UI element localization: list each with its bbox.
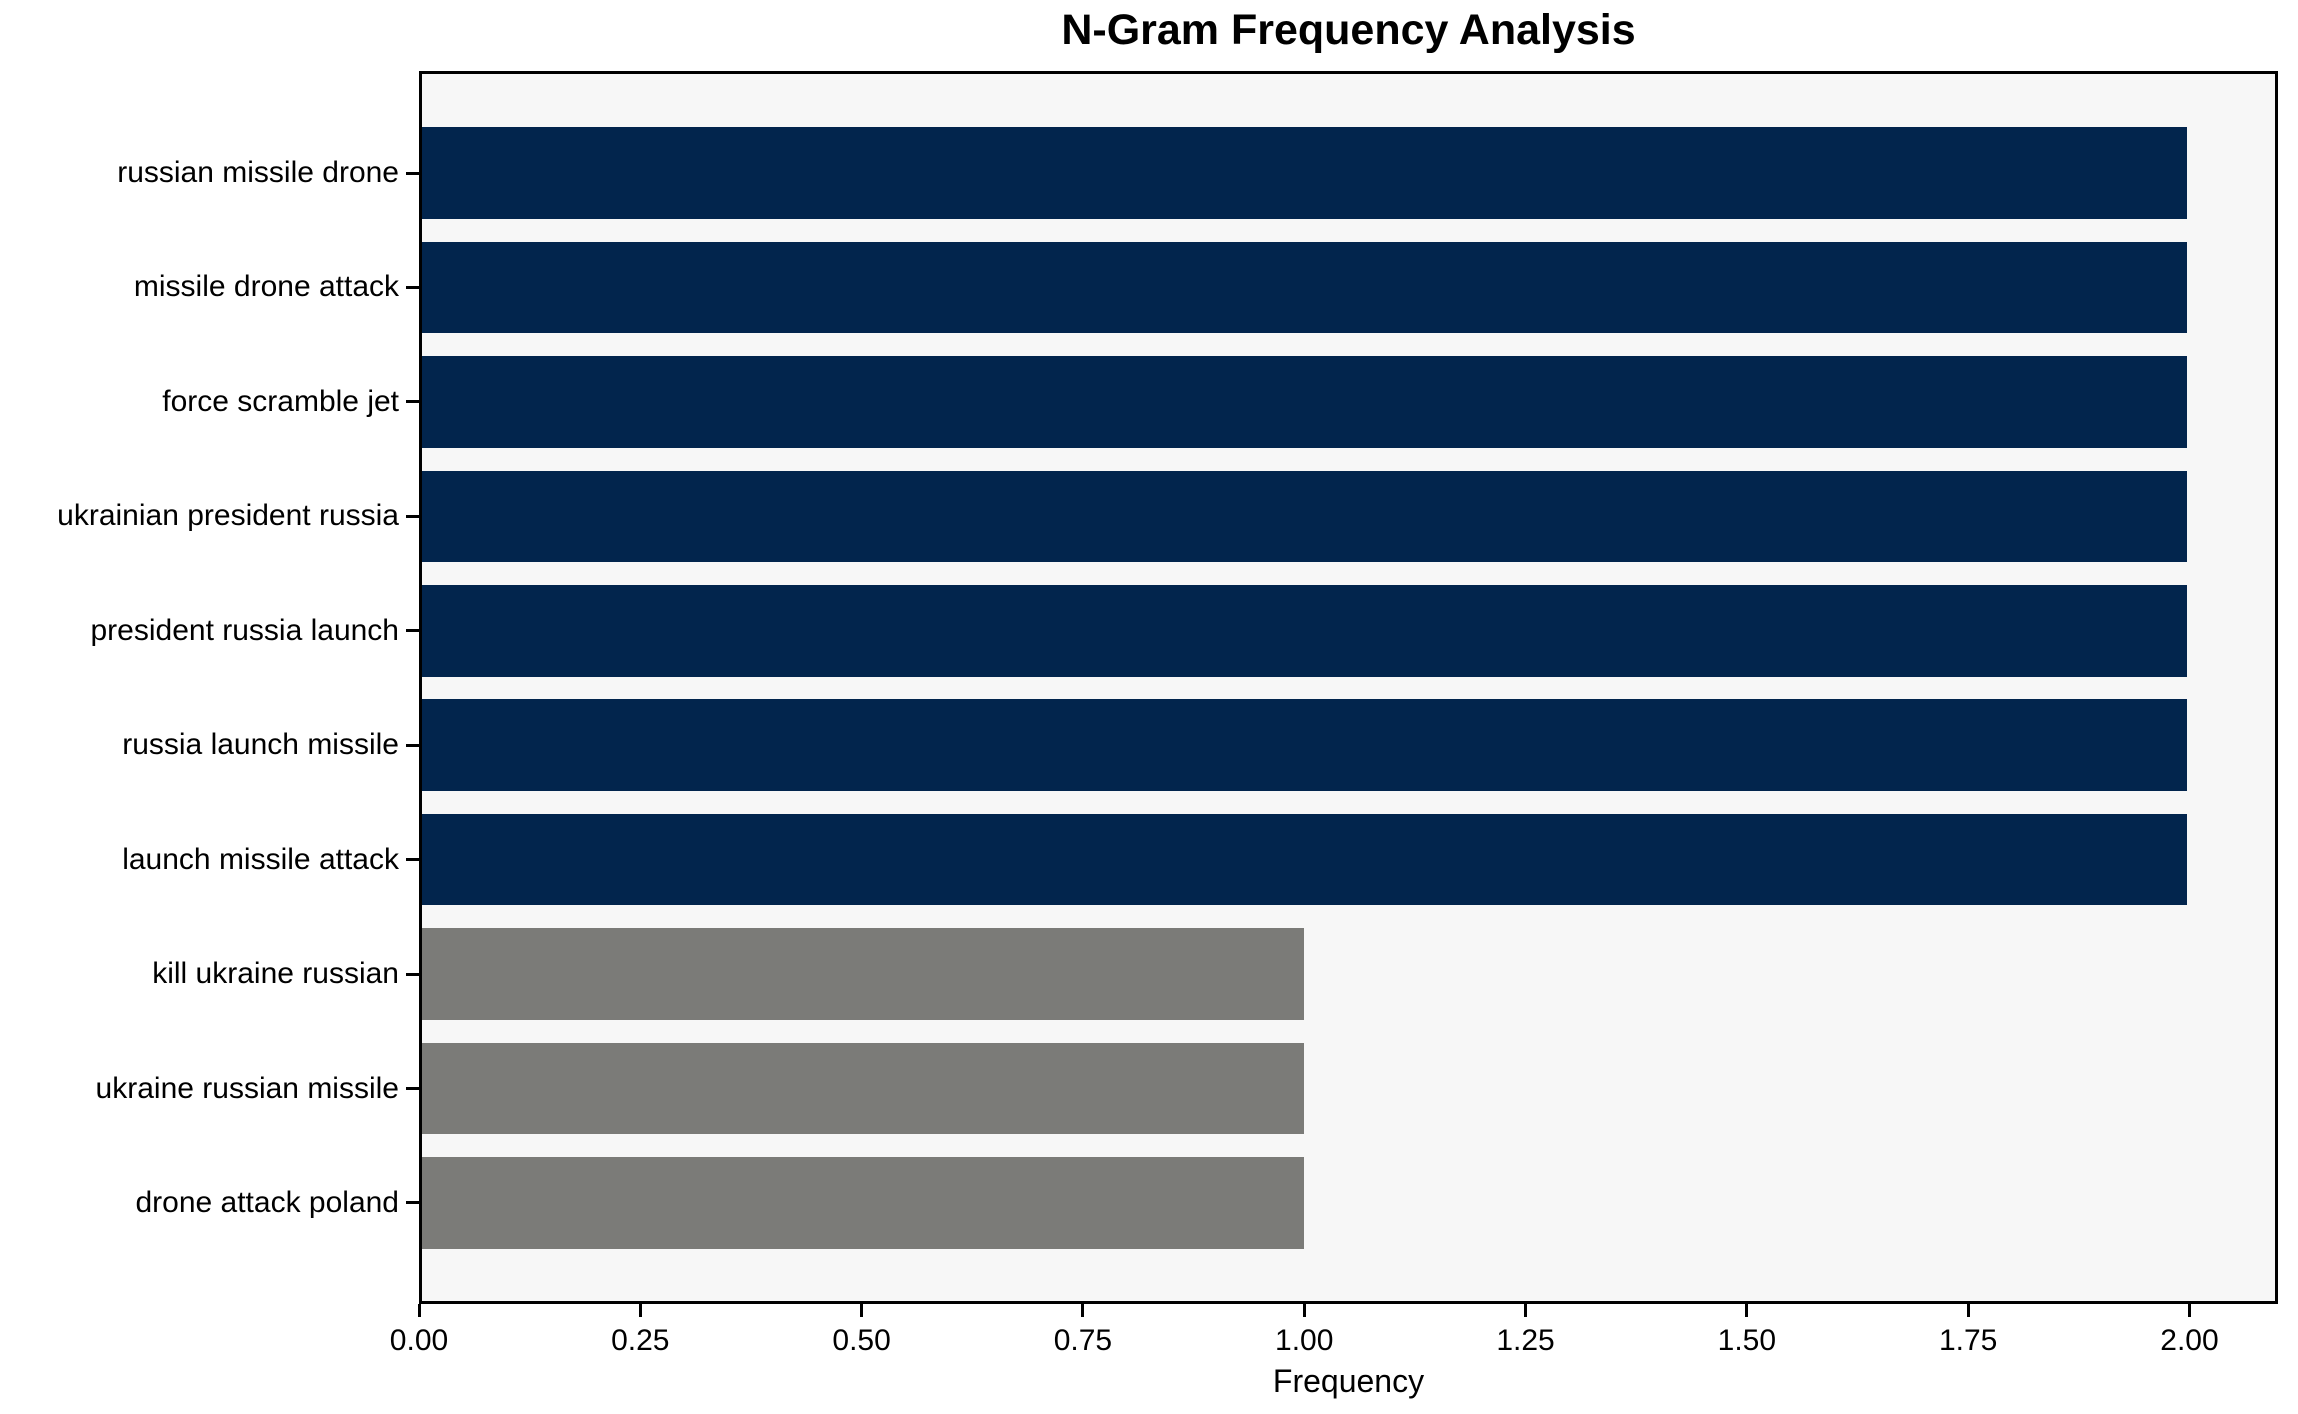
y-tick-mark	[406, 514, 419, 518]
x-tick-mark	[638, 1304, 642, 1317]
y-tick-mark	[406, 400, 419, 404]
y-tick-label: missile drone attack	[133, 270, 399, 304]
x-tick-label: 0.00	[389, 1324, 449, 1357]
y-tick-label: russian missile drone	[117, 156, 399, 189]
x-tick-mark	[1745, 1304, 1749, 1317]
bar-president-russia-launch	[422, 585, 2187, 677]
bar-kill-ukraine-russian	[422, 928, 1305, 1020]
y-tick-label: force scramble jet	[162, 384, 399, 418]
bar-launch-missile-attack	[422, 813, 2187, 906]
x-tick-label: 1.75	[1938, 1324, 1998, 1357]
bar-russian-missile-drone	[422, 127, 2187, 219]
x-tick-label: 0.75	[1053, 1324, 1113, 1357]
bar-force-scramble-jet	[422, 356, 2187, 448]
x-tick-label: 1.00	[1275, 1324, 1334, 1357]
x-tick-mark	[2187, 1304, 2191, 1317]
y-tick-mark	[406, 171, 419, 175]
y-tick-mark	[406, 285, 419, 289]
x-tick-label: 2.00	[2160, 1324, 2219, 1357]
y-tick-label: president russia launch	[90, 613, 399, 647]
y-tick-label: ukrainian president russia	[57, 499, 399, 533]
x-tick-mark	[1524, 1304, 1528, 1317]
x-tick-mark	[417, 1304, 421, 1317]
y-tick-label: kill ukraine russian	[152, 957, 399, 991]
bar-drone-attack-poland	[422, 1157, 1305, 1249]
y-tick-label: launch missile attack	[122, 842, 399, 876]
x-tick-mark	[860, 1304, 864, 1317]
y-tick-label: ukraine russian missile	[95, 1071, 399, 1105]
x-tick-label: 0.25	[611, 1324, 670, 1357]
x-tick-label: 1.50	[1717, 1324, 1777, 1357]
y-tick-mark	[406, 629, 419, 633]
x-axis-label: Frequency	[1272, 1363, 1425, 1399]
x-tick-mark	[1966, 1304, 1970, 1317]
x-tick-mark	[1081, 1304, 1085, 1317]
x-tick-mark	[1302, 1304, 1306, 1317]
bar-missile-drone-attack	[422, 241, 2187, 334]
chart-title: N-Gram Frequency Analysis	[1061, 6, 1636, 54]
y-tick-label: russia launch missile	[122, 728, 399, 762]
y-tick-mark	[406, 1087, 419, 1091]
y-tick-mark	[406, 858, 419, 862]
x-tick-label: 0.50	[832, 1324, 891, 1357]
bar-ukrainian-president-russia	[422, 470, 2187, 563]
bar-ukraine-russian-missile	[422, 1042, 1305, 1135]
y-tick-mark	[406, 972, 419, 976]
y-tick-mark	[406, 743, 419, 747]
plot-area	[419, 71, 2278, 1304]
bar-russia-launch-missile	[422, 699, 2187, 791]
y-tick-mark	[406, 1201, 419, 1205]
y-tick-label: drone attack poland	[135, 1185, 399, 1219]
x-tick-label: 1.25	[1496, 1324, 1555, 1357]
